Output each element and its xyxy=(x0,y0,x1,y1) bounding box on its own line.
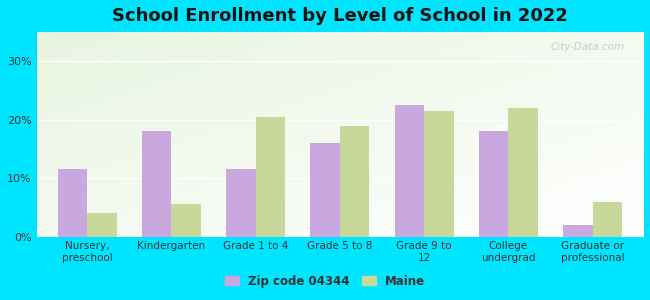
Bar xyxy=(87,213,116,237)
Bar xyxy=(340,126,369,237)
Bar xyxy=(479,131,508,237)
Bar xyxy=(424,111,454,237)
Text: City-Data.com: City-Data.com xyxy=(551,42,625,52)
Bar xyxy=(508,108,538,237)
Legend: Zip code 04344, Maine: Zip code 04344, Maine xyxy=(221,271,429,291)
Bar xyxy=(255,117,285,237)
Bar xyxy=(563,225,593,237)
Bar xyxy=(593,202,622,237)
Bar xyxy=(142,131,172,237)
Bar xyxy=(310,143,340,237)
Title: School Enrollment by Level of School in 2022: School Enrollment by Level of School in … xyxy=(112,7,567,25)
Bar xyxy=(172,205,201,237)
Bar xyxy=(226,169,255,237)
Bar xyxy=(395,105,424,237)
Bar xyxy=(58,169,87,237)
